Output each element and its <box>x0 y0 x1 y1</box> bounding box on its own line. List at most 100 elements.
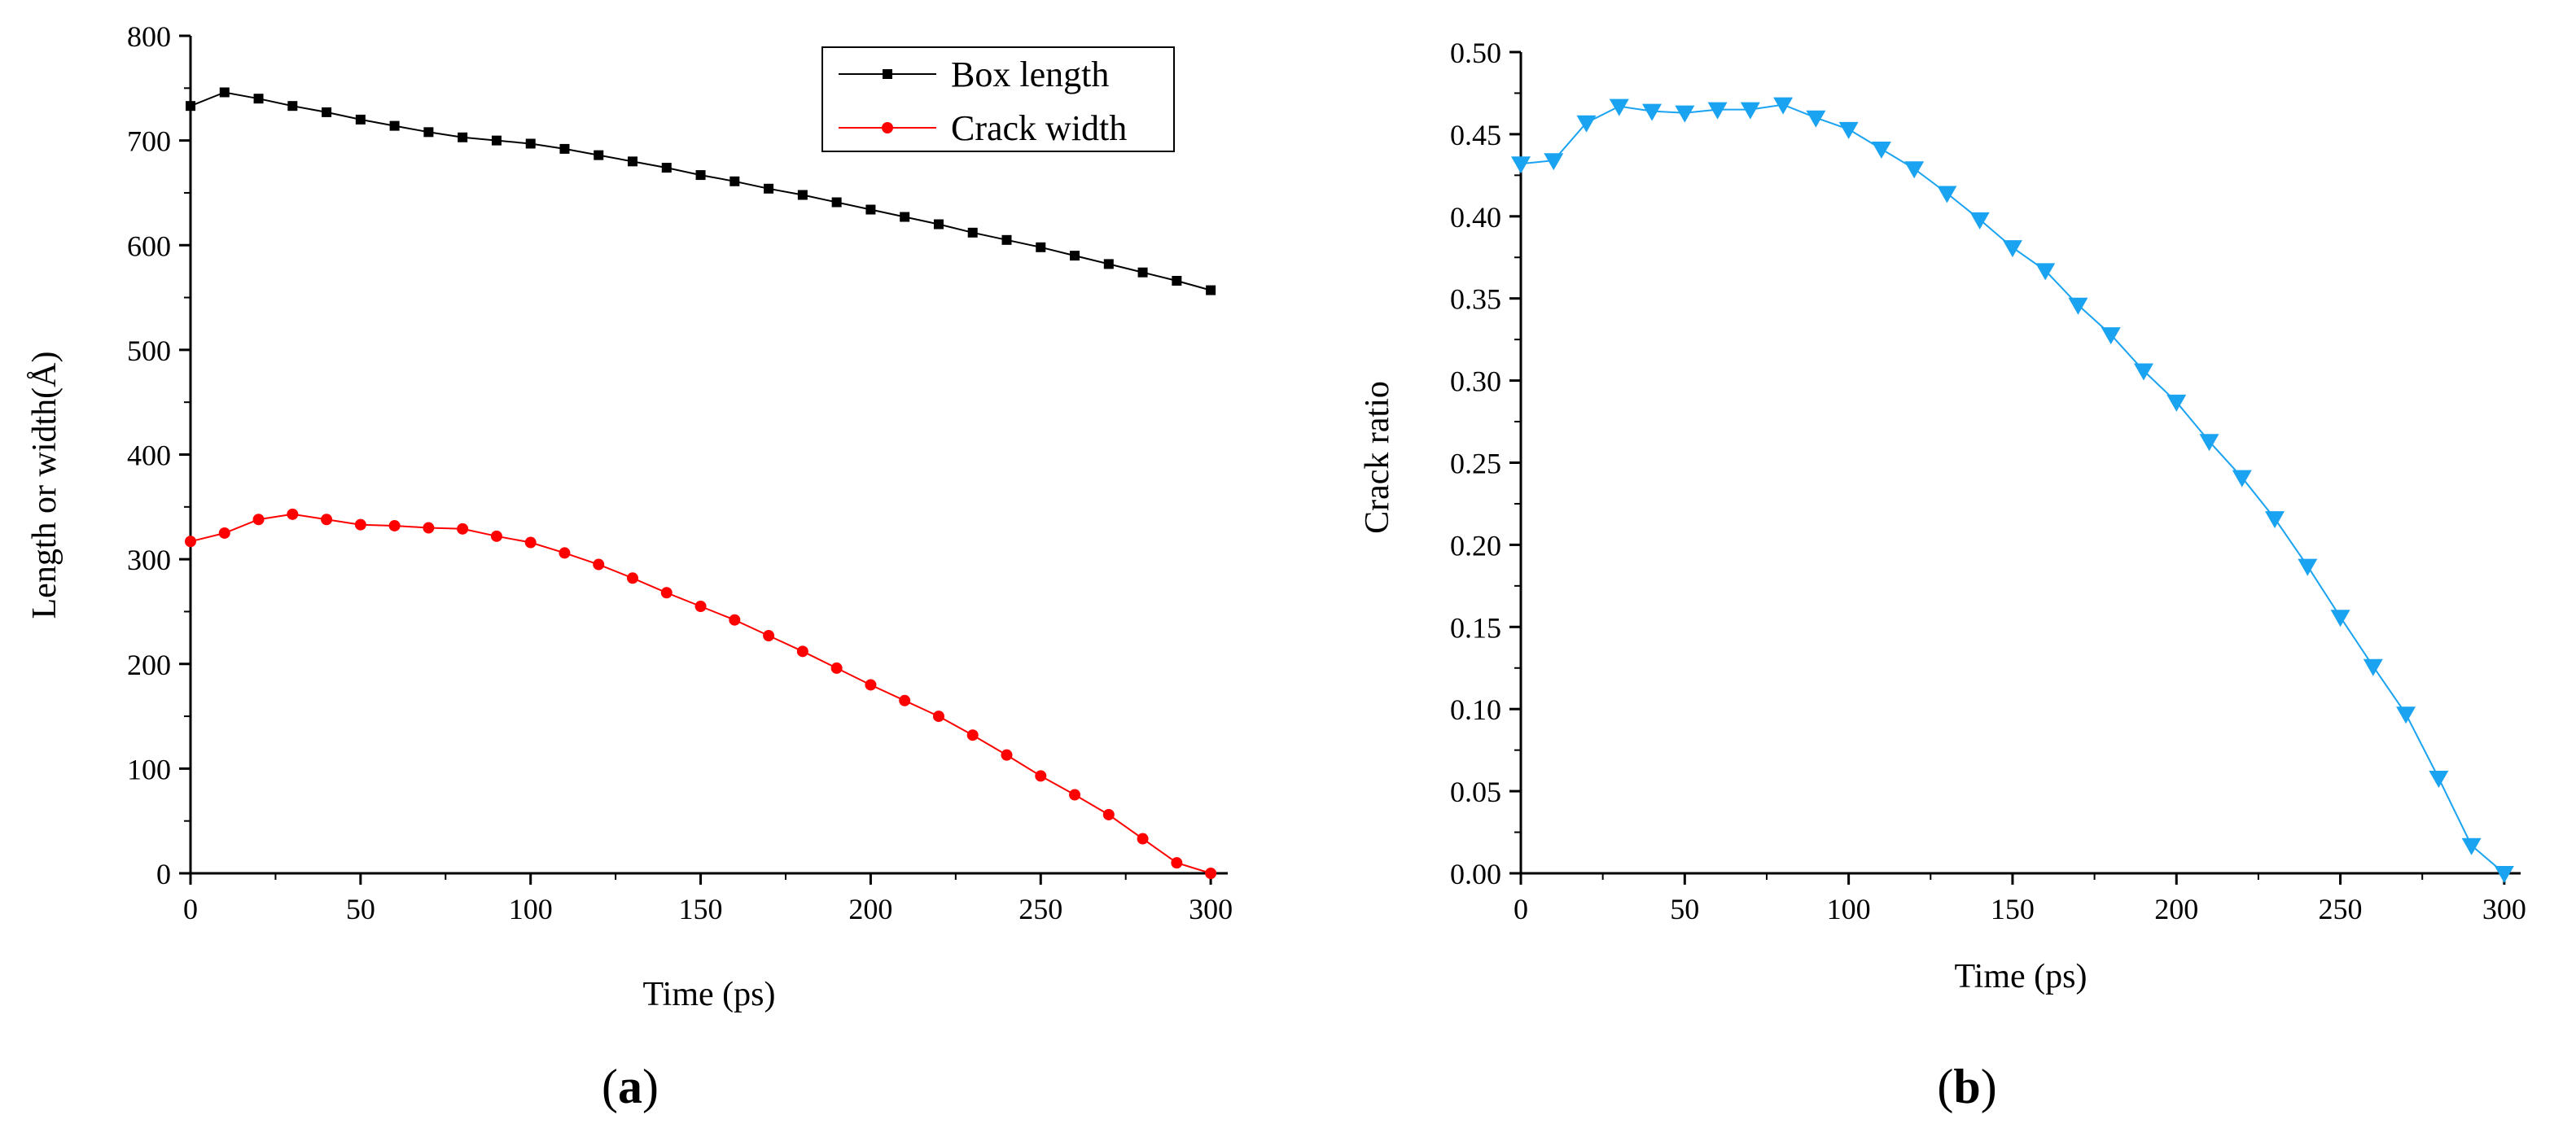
y-tick-label: 0.30 <box>1450 365 1501 398</box>
data-point-crack-ratio <box>1609 98 1629 116</box>
y-tick-label: 0.25 <box>1450 448 1501 480</box>
data-point-crack-width <box>763 630 775 642</box>
data-point-box-length <box>865 204 876 215</box>
y-tick-label: 700 <box>127 125 171 158</box>
panel-b-chart: 0 50 100 150 200 250 300 0.00 0.05 0.10 0.15 0.20 0.… <box>1359 37 2526 995</box>
x-tick-label: 150 <box>679 893 723 925</box>
data-point-crack-ratio <box>1511 156 1531 174</box>
data-point-box-length <box>186 101 195 112</box>
data-point-crack-width <box>185 536 196 548</box>
legend-box-length-marker <box>883 69 892 79</box>
data-point-crack-width <box>1102 808 1115 820</box>
data-point-crack-width <box>1171 857 1183 869</box>
data-point-box-length <box>695 170 706 181</box>
data-point-crack-ratio <box>1871 142 1891 160</box>
data-point-box-length <box>797 190 808 200</box>
data-point-crack-ratio <box>2396 706 2416 724</box>
panel-a-ylabel: Length or width(Å) <box>26 352 64 619</box>
data-point-crack-width <box>524 536 537 549</box>
x-tick-label: 200 <box>848 893 892 925</box>
data-point-crack-ratio <box>1642 103 1663 121</box>
y-tick-label: 100 <box>127 753 171 785</box>
data-point-crack-ratio <box>2494 866 2514 883</box>
data-point-crack-ratio <box>2363 658 2383 676</box>
panel-label-a: (a) <box>602 1060 659 1113</box>
y-tick-label: 0.45 <box>1450 119 1501 151</box>
x-tick-label: 100 <box>1827 893 1871 925</box>
y-tick-label: 0.10 <box>1450 693 1501 726</box>
y-tick-label: 600 <box>127 230 171 262</box>
data-point-crack-width <box>932 711 944 723</box>
data-point-crack-width <box>1205 868 1217 879</box>
data-point-box-length <box>389 120 400 131</box>
data-point-crack-width <box>729 614 741 626</box>
data-point-crack-width <box>627 572 639 584</box>
data-point-box-length <box>831 197 842 208</box>
data-point-box-length <box>423 127 434 138</box>
data-point-box-length <box>1103 259 1114 269</box>
data-point-box-length <box>1137 267 1148 278</box>
data-point-crack-width <box>559 547 571 559</box>
data-point-box-length <box>491 135 502 146</box>
data-point-crack-ratio <box>1969 212 1990 230</box>
data-point-crack-ratio <box>1904 161 1925 179</box>
data-point-box-length <box>661 163 672 173</box>
data-point-box-length <box>287 101 298 112</box>
data-point-crack-ratio <box>2002 240 2022 258</box>
data-point-crack-width <box>354 518 366 531</box>
x-tick-label: 300 <box>1189 893 1233 925</box>
data-point-crack-width <box>966 729 979 741</box>
legend-box-length-label: Box length <box>951 55 1109 94</box>
data-point-crack-width <box>1001 749 1013 761</box>
panel-a-chart: 0 50 100 150 200 250 300 0 100 200 300 400 500 600 700… <box>26 20 1233 1013</box>
y-tick-label: 0.20 <box>1450 529 1501 562</box>
x-tick-label: 100 <box>509 893 553 925</box>
data-point-crack-width <box>899 694 911 706</box>
panel-b-xlabel: Time (ps) <box>1955 958 2088 995</box>
data-point-box-length <box>525 138 536 149</box>
data-point-box-length <box>729 176 740 186</box>
panel-a-legend: Box length Crack width <box>821 46 1175 152</box>
y-tick-label: 0.50 <box>1450 37 1501 69</box>
y-tick-label: 0.00 <box>1450 858 1501 890</box>
x-tick-label: 50 <box>1670 893 1699 925</box>
series-line-crack-ratio <box>1520 103 2505 874</box>
data-point-box-length <box>253 94 264 104</box>
panel-label-b: (b) <box>1937 1060 1996 1113</box>
data-point-crack-width <box>593 558 605 571</box>
x-tick-label: 300 <box>2482 893 2526 925</box>
data-point-box-length <box>219 87 230 98</box>
data-point-box-length <box>900 212 910 222</box>
panel-a-xlabel: Time (ps) <box>643 976 776 1013</box>
x-tick-label: 150 <box>1991 893 2035 925</box>
x-tick-label: 50 <box>346 893 375 925</box>
y-tick-label: 0.35 <box>1450 283 1501 316</box>
y-tick-label: 0.05 <box>1450 776 1501 808</box>
data-point-crack-ratio <box>2166 394 2187 412</box>
data-point-box-length <box>458 132 468 142</box>
data-point-crack-width <box>252 514 265 526</box>
data-point-crack-width <box>830 662 843 674</box>
panel-b-axes: 0 50 100 150 200 250 300 0.00 0.05 0.10 0.15 0.20 0.… <box>1450 37 2526 925</box>
data-point-crack-width <box>321 514 333 526</box>
data-point-crack-ratio <box>1740 102 1760 120</box>
data-point-crack-width <box>1137 833 1149 845</box>
panel-b-ylabel: Crack ratio <box>1359 381 1396 534</box>
legend-crack-width-label: Crack width <box>951 108 1127 148</box>
y-tick-label: 0 <box>156 858 171 890</box>
series-line-crack-width <box>190 513 1211 874</box>
data-point-crack-ratio <box>1544 153 1564 171</box>
data-point-box-length <box>355 114 366 125</box>
data-point-box-length <box>1036 242 1046 252</box>
data-point-crack-width <box>490 530 502 542</box>
data-point-crack-ratio <box>2101 327 2121 345</box>
y-tick-label: 800 <box>127 20 171 53</box>
x-tick-label: 0 <box>1514 893 1528 925</box>
y-tick-label: 0.40 <box>1450 201 1501 234</box>
data-point-crack-ratio <box>1806 110 1826 128</box>
data-point-crack-ratio <box>2298 558 2318 576</box>
data-point-crack-ratio <box>2068 297 2088 315</box>
y-tick-label: 500 <box>127 335 171 367</box>
data-point-box-length <box>559 143 570 154</box>
